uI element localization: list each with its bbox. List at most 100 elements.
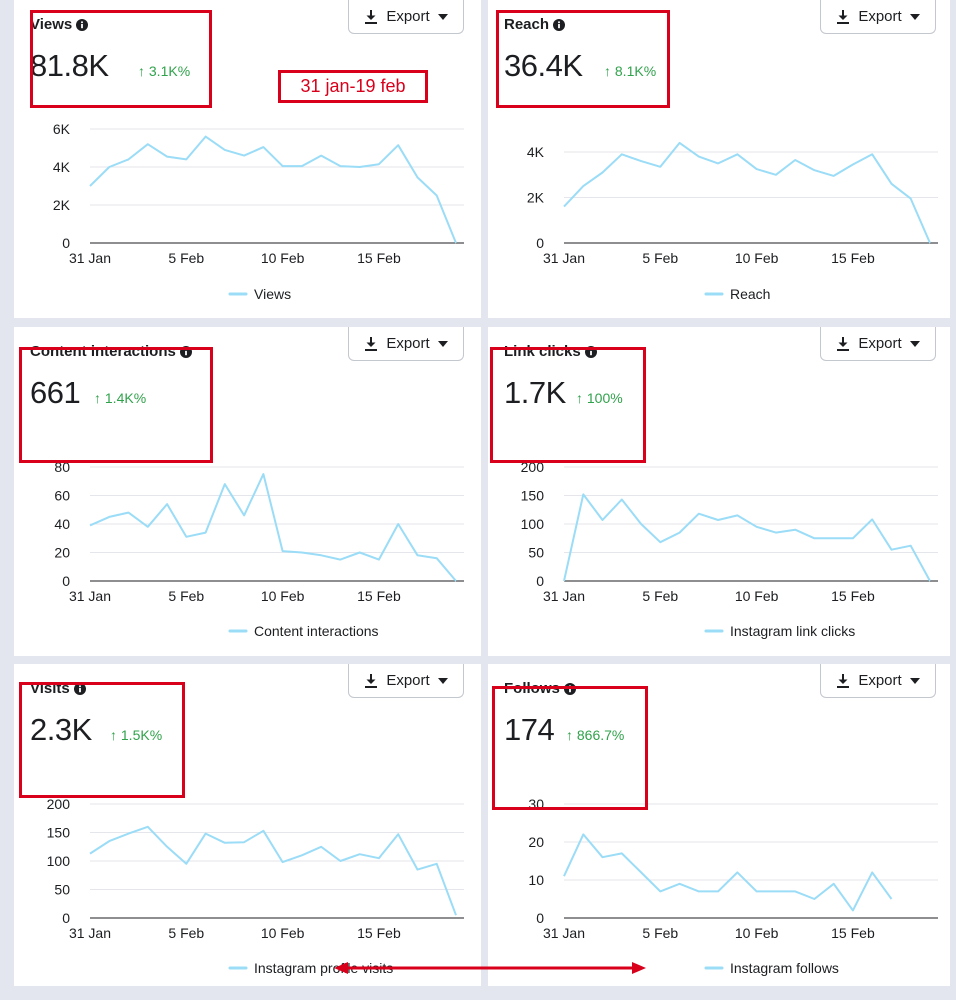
y-tick-label: 0	[536, 235, 544, 251]
card-title-text: Visits	[30, 680, 70, 697]
y-tick-label: 0	[62, 573, 70, 589]
export-label: Export	[386, 672, 430, 689]
x-tick-label: 15 Feb	[357, 925, 401, 941]
y-tick-label: 2K	[527, 190, 545, 206]
y-tick-label: 100	[47, 853, 71, 869]
metric-value: 174	[504, 712, 555, 747]
card-title: Content interactions	[30, 343, 192, 360]
y-tick-label: 0	[62, 910, 70, 926]
y-tick-label: 200	[521, 459, 545, 475]
x-tick-label: 10 Feb	[735, 250, 779, 266]
card-title: Link clicks	[504, 343, 597, 360]
metric-change: ↑ 3.1K%	[138, 63, 191, 79]
metric-change: ↑ 866.7%	[566, 727, 625, 743]
export-label: Export	[858, 672, 902, 689]
series-line	[89, 825, 457, 916]
legend-label: Instagram follows	[730, 960, 839, 976]
metric-change: ↑ 100%	[576, 390, 623, 406]
y-tick-label: 50	[528, 545, 544, 561]
y-tick-label: 30	[528, 796, 544, 812]
card-title: Views	[30, 16, 89, 33]
x-tick-label: 31 Jan	[69, 250, 111, 266]
y-tick-label: 0	[536, 573, 544, 589]
metric-value: 1.7K	[504, 375, 566, 410]
y-tick-label: 2K	[53, 197, 71, 213]
export-label: Export	[858, 8, 902, 25]
line-chart: 0 2K 4K 31 Jan 5 Feb 10 Feb 15 Feb Reach	[527, 141, 938, 302]
series-line	[563, 833, 893, 912]
series-line	[563, 141, 931, 244]
x-tick-label: 31 Jan	[543, 588, 585, 604]
y-tick-label: 200	[47, 796, 71, 812]
y-tick-label: 40	[54, 516, 70, 532]
y-tick-label: 10	[528, 872, 544, 888]
x-tick-label: 10 Feb	[735, 925, 779, 941]
info-icon[interactable]	[563, 682, 576, 695]
line-chart: 0 2K 4K 6K 31 Jan 5 Feb 10 Feb 15 Feb Views	[53, 121, 464, 302]
metric-change: ↑ 8.1K%	[604, 63, 657, 79]
metric-value: 36.4K	[504, 48, 583, 83]
x-tick-label: 5 Feb	[168, 250, 204, 266]
metric-value: 2.3K	[30, 712, 92, 747]
line-chart: 0 50 100 150 200 31 Jan 5 Feb 10 Feb 15 Feb Insta…	[47, 796, 464, 976]
info-icon[interactable]	[76, 18, 89, 31]
x-tick-label: 10 Feb	[261, 588, 305, 604]
line-chart: 0 20 40 60 80 31 Jan 5 Feb 10 Feb 15 Feb Content …	[54, 459, 464, 639]
card-title-text: Link clicks	[504, 343, 581, 360]
download-icon	[837, 673, 850, 688]
caret-down-icon	[437, 13, 448, 20]
y-tick-label: 6K	[53, 121, 71, 137]
metric-card-follows: 0 10 20 30 31 Jan 5 Feb 10 Feb 15 Feb Instagram …	[488, 664, 950, 986]
x-tick-label: 5 Feb	[168, 925, 204, 941]
export-button[interactable]: Export	[820, 327, 936, 361]
metric-change: ↑ 1.5K%	[110, 727, 163, 743]
export-button[interactable]: Export	[820, 0, 936, 34]
info-icon[interactable]	[584, 345, 597, 358]
card-title-text: Reach	[504, 16, 550, 33]
legend-label: Reach	[730, 286, 770, 302]
series-line	[89, 473, 457, 582]
x-tick-label: 15 Feb	[357, 588, 401, 604]
download-icon	[365, 673, 378, 688]
x-tick-label: 10 Feb	[261, 925, 305, 941]
metric-change: ↑ 1.4K%	[94, 390, 147, 406]
caret-down-icon	[437, 677, 448, 684]
caret-down-icon	[909, 13, 920, 20]
card-title: Follows	[504, 680, 576, 697]
x-tick-label: 15 Feb	[831, 250, 875, 266]
export-label: Export	[386, 8, 430, 25]
card-title: Reach	[504, 16, 566, 33]
info-icon[interactable]	[553, 18, 566, 31]
export-button[interactable]: Export	[348, 327, 464, 361]
export-button[interactable]: Export	[348, 0, 464, 34]
x-tick-label: 5 Feb	[642, 925, 678, 941]
line-chart: 0 50 100 150 200 31 Jan 5 Feb 10 Feb 15 Feb Insta…	[521, 459, 938, 639]
export-button[interactable]: Export	[348, 664, 464, 698]
card-title-text: Views	[30, 16, 73, 33]
y-tick-label: 100	[521, 516, 545, 532]
x-tick-label: 15 Feb	[357, 250, 401, 266]
metric-value: 81.8K	[30, 48, 109, 83]
x-tick-label: 10 Feb	[735, 588, 779, 604]
y-tick-label: 150	[47, 825, 71, 841]
caret-down-icon	[909, 340, 920, 347]
date-range-badge: 31 jan-19 feb	[278, 70, 428, 103]
metric-card-views: 0 2K 4K 6K 31 Jan 5 Feb 10 Feb 15 Feb Views Views…	[14, 0, 481, 318]
legend-label: Views	[254, 286, 291, 302]
y-tick-label: 80	[54, 459, 70, 475]
info-icon[interactable]	[73, 682, 86, 695]
info-icon[interactable]	[179, 345, 192, 358]
metric-card-content-interactions: 0 20 40 60 80 31 Jan 5 Feb 10 Feb 15 Feb Content …	[14, 327, 481, 656]
y-tick-label: 20	[54, 545, 70, 561]
y-tick-label: 50	[54, 882, 70, 898]
y-tick-label: 20	[528, 834, 544, 850]
export-button[interactable]: Export	[820, 664, 936, 698]
export-label: Export	[386, 335, 430, 352]
download-icon	[365, 336, 378, 351]
card-title-text: Follows	[504, 680, 560, 697]
x-tick-label: 31 Jan	[543, 250, 585, 266]
x-tick-label: 15 Feb	[831, 925, 875, 941]
legend-label: Instagram profile visits	[254, 960, 393, 976]
metric-card-link-clicks: 0 50 100 150 200 31 Jan 5 Feb 10 Feb 15 Feb Insta…	[488, 327, 950, 656]
download-icon	[837, 9, 850, 24]
